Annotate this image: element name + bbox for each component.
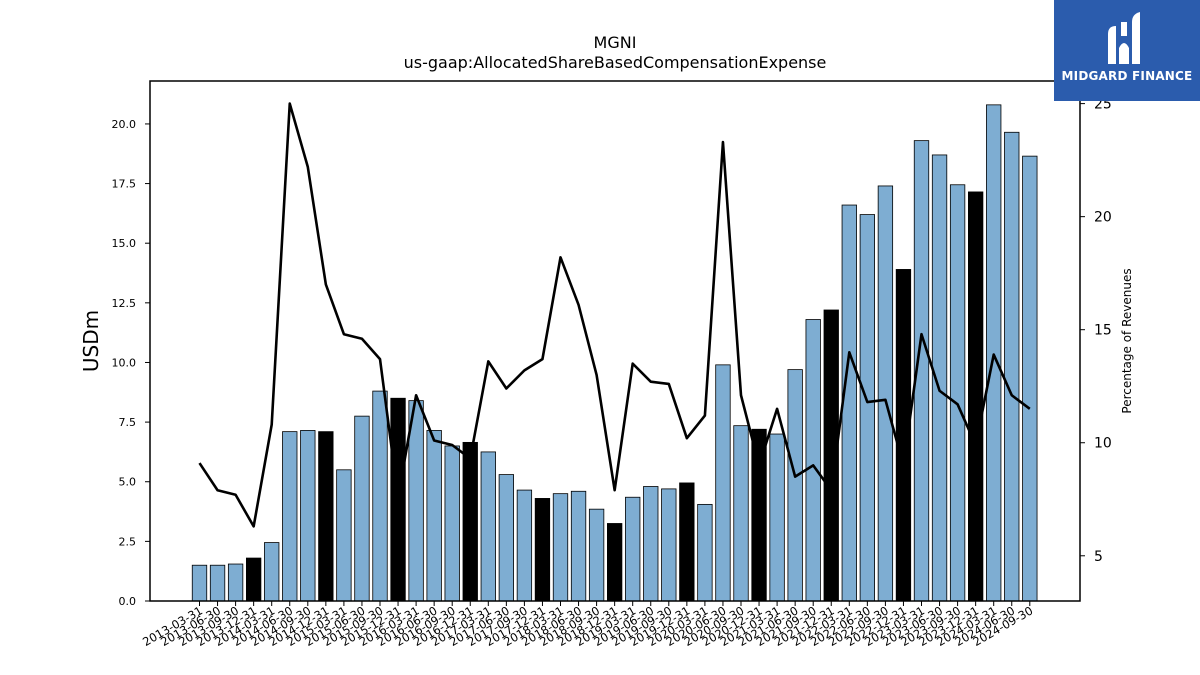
logo-mark-icon [1108, 12, 1140, 64]
y2-tick-label: 5 [1094, 549, 1103, 565]
midgard-finance-logo: MIDGARD FINANCE [1054, 0, 1200, 101]
bar [769, 433, 785, 602]
bar [209, 564, 226, 602]
bar [733, 425, 749, 602]
bar [715, 364, 731, 602]
bar [372, 390, 388, 602]
bar [516, 489, 533, 602]
bar [498, 474, 515, 602]
y2-tick-label: 20 [1094, 210, 1112, 226]
bar [245, 557, 262, 602]
y2-tick-label: 15 [1094, 323, 1112, 339]
x-axis: 2013-03-312013-06-302013-09-302013-12-31… [140, 601, 1035, 649]
bar [679, 482, 695, 602]
bar [751, 428, 767, 602]
bar [588, 508, 605, 602]
bar [191, 564, 208, 602]
series-line [198, 102, 1031, 528]
bar [986, 104, 1002, 602]
y-tick-label: 10.0 [112, 356, 137, 369]
bar [1004, 131, 1020, 602]
bar [697, 503, 713, 602]
y-tick-label: 12.5 [112, 297, 137, 310]
bar [227, 563, 244, 602]
bar [661, 488, 677, 602]
y-tick-label: 15.0 [112, 237, 137, 250]
y-tick-label: 2.5 [119, 535, 137, 548]
y-axis-label: USDm [79, 310, 103, 372]
bar [552, 493, 569, 602]
y-tick-label: 7.5 [119, 416, 137, 429]
bar [643, 486, 659, 602]
bar [877, 185, 894, 602]
y-axis-left: 0.0 2.5 5.0 7.5 10.0 12.5 15.0 17.5 20.0 [112, 118, 150, 608]
bar [805, 319, 821, 602]
bar [607, 523, 623, 602]
bar [462, 441, 478, 602]
bar [534, 498, 551, 602]
y-tick-label: 5.0 [119, 476, 137, 489]
bar [336, 469, 352, 602]
line-series [198, 102, 1031, 528]
y-tick-label: 17.5 [112, 178, 137, 191]
bar [354, 415, 370, 602]
bar [949, 184, 966, 602]
bar [1022, 155, 1038, 602]
chart-title: MGNI [594, 33, 637, 52]
bar [625, 496, 641, 602]
bar [859, 214, 875, 602]
bar [570, 490, 587, 602]
y-tick-label: 0.0 [119, 595, 137, 608]
bar [390, 397, 406, 602]
chart-subtitle: us-gaap:AllocatedShareBasedCompensationE… [404, 53, 827, 72]
bar [426, 430, 442, 602]
y-tick-label: 20.0 [112, 118, 137, 131]
bar [444, 445, 460, 602]
bar [264, 542, 280, 602]
y2-tick-label: 10 [1094, 436, 1112, 452]
bar [480, 451, 496, 602]
bar [300, 430, 316, 602]
bar [282, 431, 298, 602]
bar [787, 369, 803, 602]
logo-text: MIDGARD FINANCE [1061, 69, 1193, 83]
bar [841, 204, 857, 602]
y2-axis-label: Percentage of Revenues [1120, 268, 1134, 413]
bar-series [191, 104, 1038, 602]
bar [968, 191, 984, 602]
bar [318, 431, 334, 602]
